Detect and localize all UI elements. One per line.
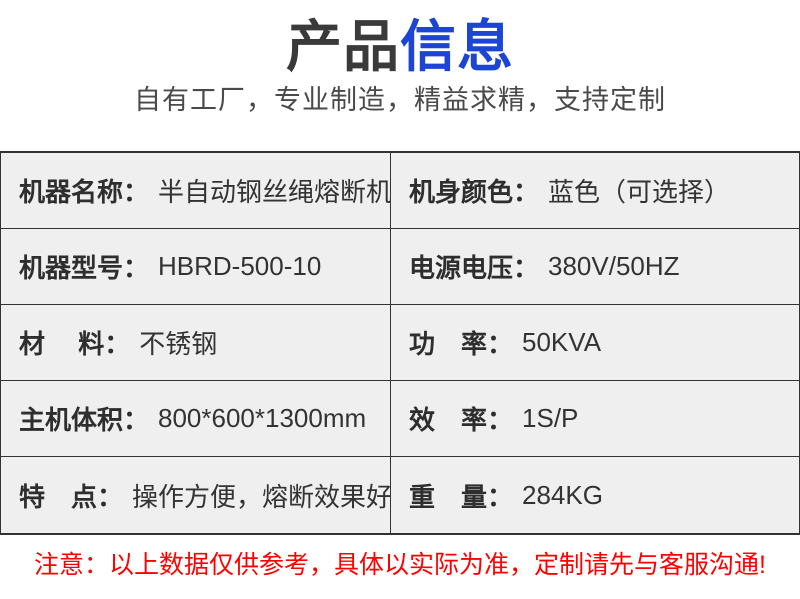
spec-value: 操作方便，熔断效果好 xyxy=(132,481,391,512)
spec-cell-voltage: 电源电压： 380V/50HZ xyxy=(391,229,799,305)
spec-value: 800*600*1300mm xyxy=(158,403,367,433)
spec-label: 机身颜色： xyxy=(409,177,540,207)
spec-cell-material: 材 料： 不锈钢 xyxy=(1,305,391,381)
spec-value: 蓝色（可选择） xyxy=(548,177,731,207)
page-title-dark: 产品 xyxy=(286,15,400,78)
header: 产品信息 自有工厂，专业制造，精益求精，支持定制 xyxy=(0,0,800,116)
spec-value: 50KVA xyxy=(522,327,602,357)
spec-cell-power: 功 率： 50KVA xyxy=(391,305,799,381)
spec-value: 1S/P xyxy=(522,403,579,433)
spec-label: 电源电压： xyxy=(409,253,540,283)
spec-label: 重 量： xyxy=(409,481,514,512)
spec-value: 284KG xyxy=(522,479,603,510)
spec-label: 特 点： xyxy=(19,481,124,512)
spec-value: 不锈钢 xyxy=(139,329,218,359)
spec-cell-machine-name: 机器名称： 半自动钢丝绳熔断机 xyxy=(1,153,391,229)
spec-label: 功 率： xyxy=(409,329,514,359)
page-title-blue: 信息 xyxy=(400,15,514,78)
spec-value: HBRD-500-10 xyxy=(158,251,322,281)
spec-cell-weight: 重 量： 284KG xyxy=(391,457,799,533)
spec-table: 机器名称： 半自动钢丝绳熔断机 机身颜色： 蓝色（可选择） 机器型号： HBRD… xyxy=(0,151,800,535)
note-text: 注意：以上数据仅供参考，具体以实际为准，定制请先与客服沟通! xyxy=(34,551,766,579)
spec-value: 半自动钢丝绳熔断机 xyxy=(158,177,391,207)
spec-label: 效 率： xyxy=(409,405,514,435)
spec-label: 机器型号： xyxy=(19,253,150,283)
page-title: 产品信息 xyxy=(0,16,800,78)
spec-cell-machine-model: 机器型号： HBRD-500-10 xyxy=(1,229,391,305)
spec-value: 380V/50HZ xyxy=(548,251,680,281)
spec-cell-body-color: 机身颜色： 蓝色（可选择） xyxy=(391,153,799,229)
spec-label: 主机体积： xyxy=(19,405,150,435)
spec-cell-size: 主机体积： 800*600*1300mm xyxy=(1,381,391,457)
page-subtitle: 自有工厂，专业制造，精益求精，支持定制 xyxy=(134,85,666,115)
spec-cell-features: 特 点： 操作方便，熔断效果好 xyxy=(1,457,391,533)
spec-label: 材 料： xyxy=(19,329,131,359)
spec-cell-efficiency: 效 率： 1S/P xyxy=(391,381,799,457)
spec-label: 机器名称： xyxy=(19,177,150,207)
